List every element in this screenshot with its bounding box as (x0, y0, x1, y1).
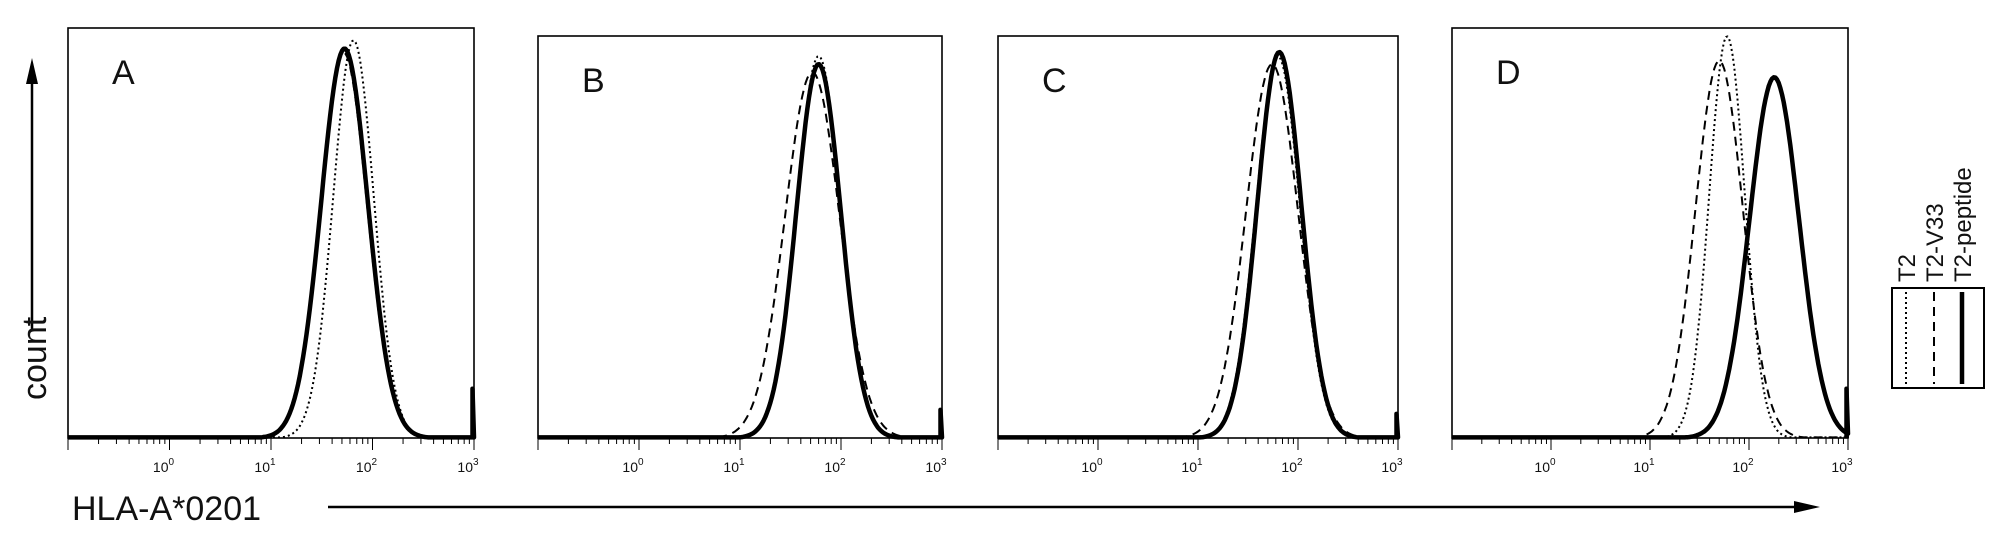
x-tick-label: 102 (1732, 457, 1754, 475)
x-tick-label: 101 (723, 457, 745, 475)
panel-label: B (582, 62, 605, 100)
x-tick-label: 103 (1831, 457, 1853, 475)
legend: T2 T2-V33 T2-peptide (1891, 167, 1985, 389)
panel-a: 100 101 102 103 A (67, 27, 479, 475)
panel-label: C (1042, 62, 1067, 100)
x-tick-label: 103 (1381, 457, 1403, 475)
x-axis-title: HLA-A*0201 (72, 490, 261, 528)
series-t2-v33 (1452, 59, 1849, 439)
series-t2-peptide (997, 49, 1401, 440)
series-t2 (998, 55, 1399, 439)
panel-b: 100 101 102 103 B (537, 35, 947, 475)
x-tick-label: 100 (622, 457, 644, 475)
series-t2 (1452, 35, 1849, 439)
series-t2-v33 (998, 63, 1399, 439)
y-axis-arrow (26, 58, 38, 330)
series-t2-peptide (1451, 75, 1851, 440)
x-tick-label: 102 (824, 457, 846, 475)
x-axis-arrow (328, 501, 1820, 513)
x-tick-label: 100 (153, 457, 175, 475)
x-tick-label: 100 (1534, 457, 1556, 475)
x-tick-label: 102 (356, 457, 378, 475)
y-axis-title: count (16, 316, 54, 400)
x-tick-label: 103 (457, 457, 479, 475)
legend-label-t2-v33: T2-V33 (1922, 203, 1949, 282)
panel-label: D (1496, 54, 1521, 92)
x-tick-label: 103 (925, 457, 947, 475)
series-t2-v33 (538, 71, 943, 439)
legend-label-t2-peptide: T2-peptide (1950, 167, 1977, 282)
series-t2 (68, 39, 475, 439)
series-t2 (538, 55, 943, 439)
x-tick-label: 101 (254, 457, 276, 475)
series-t2-peptide (537, 61, 945, 440)
panel-label: A (112, 54, 135, 92)
x-tick-label: 101 (1181, 457, 1203, 475)
series-t2-peptide (67, 46, 477, 440)
legend-box (1891, 287, 1985, 389)
series-t2-v33 (68, 51, 475, 439)
panel-d: 100 101 102 103 D (1451, 27, 1853, 475)
x-tick-label: 102 (1281, 457, 1303, 475)
x-tick-label: 100 (1081, 457, 1103, 475)
x-tick-label: 101 (1633, 457, 1655, 475)
legend-label-t2: T2 (1894, 254, 1921, 282)
panel-c: 100 101 102 103 C (997, 35, 1403, 475)
